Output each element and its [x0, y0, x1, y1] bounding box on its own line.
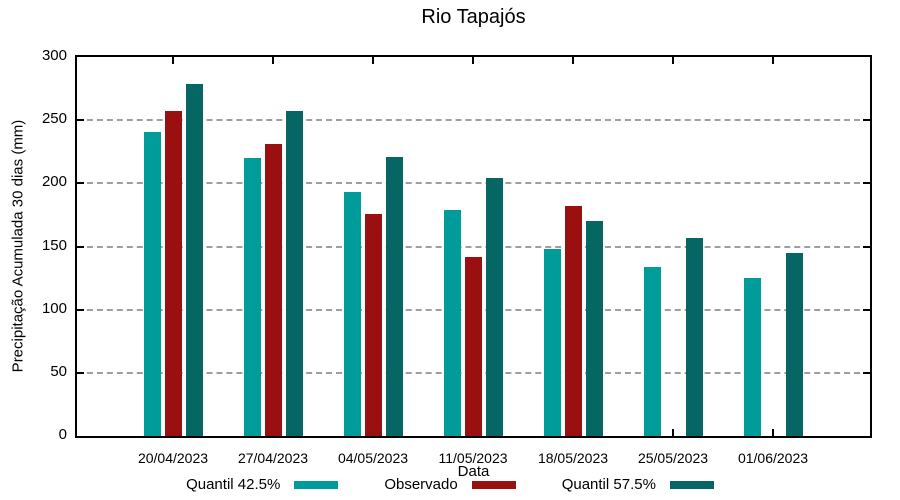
- x-axis-title: Data: [457, 463, 490, 480]
- legend-swatch: [471, 480, 516, 489]
- y-tick: [77, 308, 84, 311]
- y-tick: [863, 245, 870, 248]
- y-tick: [77, 371, 84, 374]
- y-tick: [863, 119, 870, 122]
- x-tick-label: 11/05/2023: [438, 450, 508, 466]
- legend-label: Observado: [384, 476, 458, 493]
- x-tick-label: 04/05/2023: [337, 450, 409, 466]
- y-tick-label: 100: [41, 299, 67, 317]
- y-tick-label: 200: [41, 173, 67, 191]
- bar-quantil-57-5-: [785, 252, 803, 436]
- y-tick: [77, 119, 84, 122]
- legend-label: Quantil 42.5%: [186, 476, 281, 493]
- bar-quantil-57-5-: [685, 237, 703, 436]
- y-tick-label: 0: [58, 426, 67, 443]
- gridline: [77, 245, 870, 248]
- bar-quantil-42-5-: [443, 209, 461, 436]
- legend-item: Observado: [384, 476, 516, 493]
- x-tick-label: 01/06/2023: [737, 450, 809, 466]
- legend-swatch: [669, 480, 714, 489]
- x-tick: [772, 57, 774, 64]
- x-tick: [572, 57, 574, 64]
- bar-quantil-57-5-: [585, 221, 603, 436]
- x-tick: [372, 57, 374, 64]
- y-tick: [863, 371, 870, 374]
- x-tick-label: 20/04/2023: [137, 450, 209, 466]
- bar-quantil-42-5-: [343, 192, 361, 436]
- bar-observado: [364, 213, 382, 436]
- bar-quantil-57-5-: [485, 178, 503, 436]
- y-tick: [863, 308, 870, 311]
- bar-quantil-57-5-: [285, 111, 303, 436]
- legend-item: Quantil 42.5%: [186, 476, 339, 493]
- legend-item: Quantil 57.5%: [562, 476, 714, 493]
- legend-label: Quantil 57.5%: [561, 476, 656, 493]
- bar-quantil-42-5-: [743, 278, 761, 436]
- x-tick: [672, 429, 674, 436]
- x-tick-label: 18/05/2023: [537, 450, 609, 466]
- bar-quantil-42-5-: [643, 266, 661, 436]
- x-tick: [272, 57, 274, 64]
- x-tick-label: 27/04/2023: [237, 450, 309, 466]
- gridline: [77, 119, 870, 122]
- y-tick-label: 250: [41, 110, 67, 128]
- y-tick: [863, 182, 870, 185]
- x-tick: [672, 57, 674, 64]
- y-tick-label: 50: [50, 362, 67, 380]
- x-tick: [472, 57, 474, 64]
- bar-observado: [564, 206, 582, 436]
- y-tick: [77, 245, 84, 248]
- bar-quantil-42-5-: [543, 249, 561, 436]
- x-tick: [772, 429, 774, 436]
- chart-title: Rio Tapajós: [421, 6, 526, 28]
- bar-quantil-57-5-: [385, 156, 403, 436]
- legend-swatch: [294, 480, 339, 489]
- bar-observado: [264, 144, 282, 436]
- bar-quantil-57-5-: [185, 83, 203, 436]
- bar-observado: [164, 111, 182, 436]
- x-tick: [172, 57, 174, 64]
- bar-quantil-42-5-: [243, 158, 261, 436]
- gridline: [77, 182, 870, 185]
- y-tick: [77, 182, 84, 185]
- y-tick-label: 300: [41, 47, 67, 64]
- legend: Quantil 42.5% Observado Quantil 57.5%: [0, 476, 900, 493]
- plot-area: [75, 55, 872, 438]
- bar-quantil-42-5-: [143, 131, 161, 436]
- x-tick-label: 25/05/2023: [637, 450, 709, 466]
- bar-observado: [464, 256, 482, 436]
- y-tick-label: 150: [41, 236, 67, 254]
